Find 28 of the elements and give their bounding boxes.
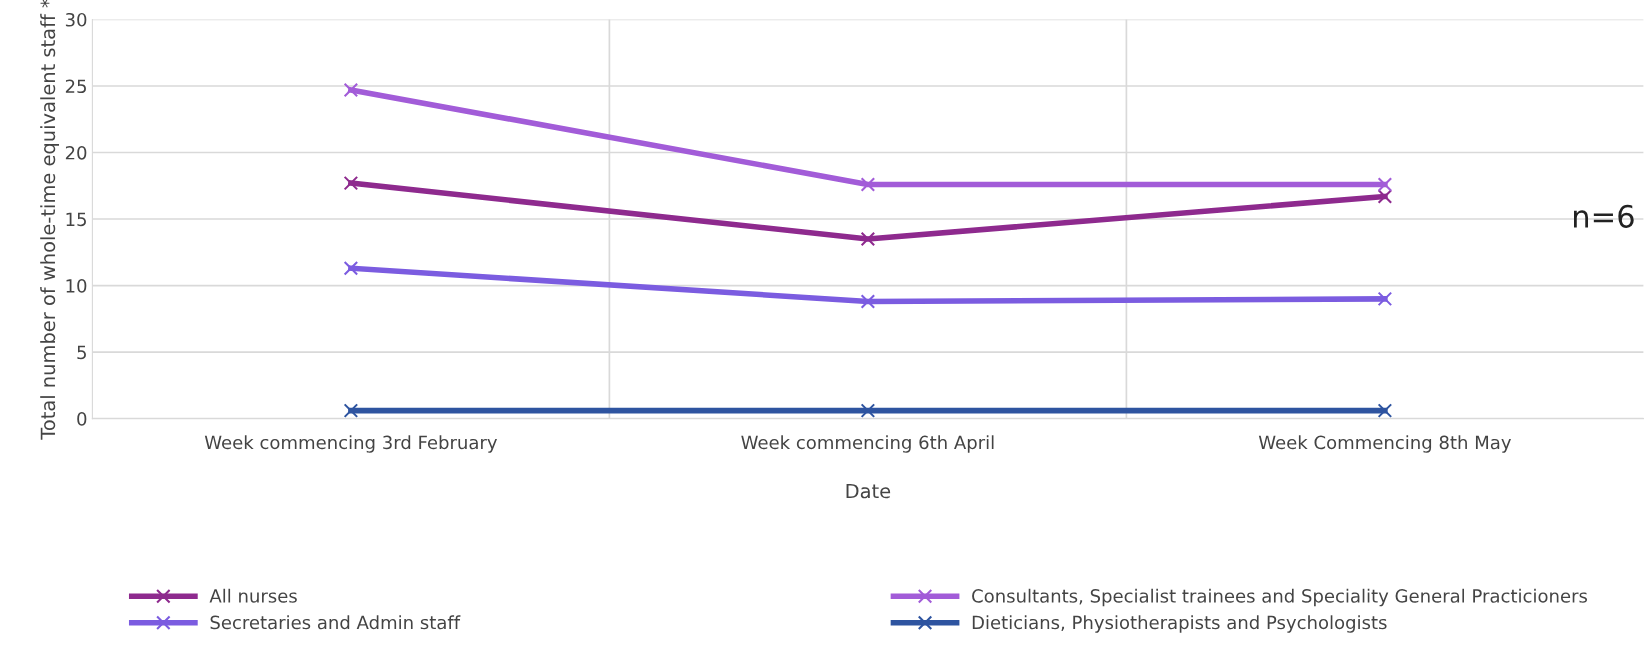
y-tick-label: 15 — [66, 212, 86, 227]
y-tick-label: 10 — [66, 279, 87, 293]
x-axis-title: Date — [846, 483, 891, 499]
annotation: n=6 — [1574, 204, 1634, 228]
legend-label: Secretaries and Admin staff — [210, 615, 461, 630]
legend-label: All nurses — [209, 588, 297, 603]
y-tick-label: 25 — [65, 79, 86, 94]
point — [860, 177, 876, 192]
point — [1377, 403, 1393, 418]
point — [860, 231, 876, 247]
point — [343, 260, 359, 276]
legend-label: Consultants, Specialist trainees and Speciality General Practicioners — [972, 588, 1588, 607]
point — [1377, 177, 1393, 192]
legend-label: Dieticians, Physiotherapists and Psychologists — [972, 615, 1387, 633]
x-tick-label: Week commencing 3rd February — [204, 435, 498, 453]
point — [860, 294, 876, 309]
point — [860, 403, 876, 418]
x-tick-label: Week Commencing 8th May — [1258, 435, 1511, 453]
y-tick-label: 30 — [65, 12, 87, 27]
x-tick-label: Week commencing 6th April — [741, 435, 994, 453]
y-tick-label: 5 — [77, 345, 86, 360]
y-tick-label: 20 — [65, 145, 87, 160]
point — [1377, 291, 1393, 307]
y-tick-label: 0 — [77, 412, 87, 426]
point — [1377, 189, 1393, 204]
point — [343, 175, 359, 191]
point — [343, 82, 359, 98]
point — [343, 403, 359, 418]
